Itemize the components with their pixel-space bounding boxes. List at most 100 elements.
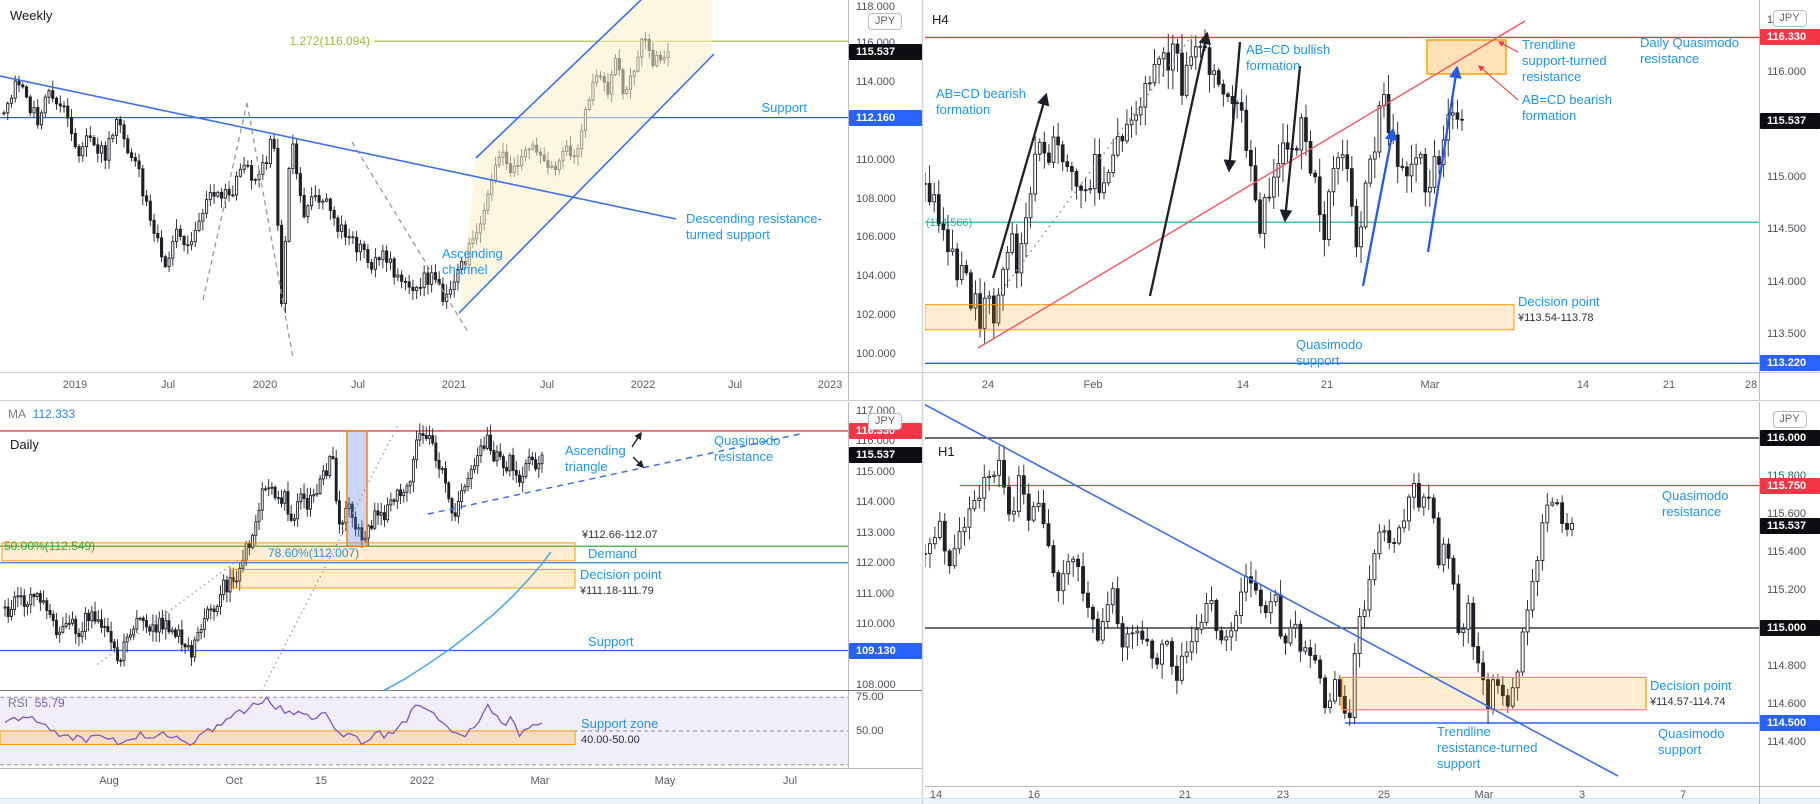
price-badge-red: 116.330 xyxy=(1760,29,1820,46)
price-badge-blue: 109.130 xyxy=(849,642,922,659)
price-badge-blue: 112.160 xyxy=(849,109,922,126)
x-tick: 2022 xyxy=(409,775,435,787)
x-tick: 21 xyxy=(1320,379,1334,391)
y-tick: 108.000 xyxy=(856,679,896,691)
price-badge-current: 115.537 xyxy=(1760,517,1820,534)
weekly-timeframe-title: Weekly xyxy=(10,8,53,23)
weekly-chart-area[interactable] xyxy=(0,0,848,372)
daily-time-axis[interactable]: Aug Oct 15 2022 Mar May Jul xyxy=(0,768,848,798)
h1-price-axis[interactable]: 115.800 115.600 115.400 115.200 114.800 114.6… xyxy=(1759,402,1820,804)
price-badge-black: 115.000 xyxy=(1760,620,1820,636)
h4-daily-quasimodo-label[interactable]: Daily Quasimodo resistance xyxy=(1640,35,1739,66)
x-tick: Mar xyxy=(1420,379,1440,391)
h4-abcd-bearish-right-label[interactable]: AB=CD bearish formation xyxy=(1522,92,1612,123)
h4-decision-point-label[interactable]: Decision point xyxy=(1518,294,1600,309)
daily-ascending-triangle-label[interactable]: Ascending triangle xyxy=(565,443,626,474)
y-tick: 115.200 xyxy=(1767,584,1806,596)
x-tick: Jul xyxy=(350,379,366,391)
price-badge-red: 115.750 xyxy=(1760,477,1820,494)
daily-fib-50-label[interactable]: 50.00%(112.549) xyxy=(4,539,96,553)
h4-price-axis[interactable]: 116.500116.000115.000114.500114.000113.5… xyxy=(1759,0,1820,400)
x-tick: May xyxy=(654,775,676,787)
weekly-fib-1272-label[interactable]: 1.272(116.094) xyxy=(289,34,370,48)
ma-legend-label: MA xyxy=(8,407,26,421)
currency-badge: JPY xyxy=(1772,411,1807,428)
daily-rsi-legend[interactable]: RSI 55.79 xyxy=(8,696,65,710)
y-tick: 115.400 xyxy=(1767,546,1806,558)
h4-trendline-resistance-label[interactable]: Trendline support-turned resistance xyxy=(1522,37,1607,84)
weekly-price-axis[interactable]: 118.000 116.000 114.000 110.000 108.000 106.0… xyxy=(848,0,922,400)
x-tick: 25 xyxy=(1377,789,1391,801)
y-tick: 108.000 xyxy=(856,192,896,205)
x-tick: Aug xyxy=(99,775,119,787)
x-tick: Jul xyxy=(782,775,798,787)
x-tick: 2022 xyxy=(630,379,656,391)
h1-chart-area[interactable] xyxy=(925,402,1759,786)
weekly-ascending-channel-label[interactable]: Ascending channel xyxy=(442,246,503,277)
x-tick: 15 xyxy=(314,775,328,787)
h4-timeframe-title: H4 xyxy=(932,12,949,27)
h1-timeframe-title: H1 xyxy=(938,444,955,459)
h4-candles xyxy=(925,29,1464,345)
y-tick: 115.600 xyxy=(1767,508,1806,520)
x-tick: 16 xyxy=(1027,789,1041,801)
daily-support-label[interactable]: Support xyxy=(588,634,634,649)
x-tick: 3 xyxy=(1578,789,1586,801)
daily-timeframe-title: Daily xyxy=(10,437,39,452)
daily-ma-legend[interactable]: MA 112.333 xyxy=(8,407,75,421)
x-tick: Mar xyxy=(530,775,550,787)
h1-quasimodo-support-label[interactable]: Quasimodo support xyxy=(1658,726,1725,757)
weekly-overlays xyxy=(0,0,848,359)
daily-demand-label[interactable]: Demand xyxy=(588,546,638,561)
y-tick: 114.400 xyxy=(1767,736,1806,748)
daily-decision-point-range: ¥111.18-111.79 xyxy=(580,585,654,597)
daily-candles xyxy=(3,423,544,667)
h4-decision-point-range: ¥113.54-113.78 xyxy=(1518,312,1594,324)
currency-badge: JPY xyxy=(867,413,903,430)
x-tick: Feb xyxy=(1083,379,1103,391)
x-tick: 24 xyxy=(981,379,995,391)
x-tick: 2020 xyxy=(252,379,278,391)
y-tick: 113.000 xyxy=(856,526,895,539)
x-tick: 28 xyxy=(1744,379,1758,391)
y-tick: 50.00 xyxy=(856,725,884,737)
daily-demand-range: ¥112.66-112.07 xyxy=(582,529,658,541)
x-tick: Jul xyxy=(539,379,555,391)
h4-time-axis[interactable]: 24 Feb 14 21 Mar 14 21 28 xyxy=(925,372,1759,400)
y-tick: 100.000 xyxy=(856,348,896,361)
y-tick: 114.000 xyxy=(856,496,895,508)
h4-abcd-bullish-label[interactable]: AB=CD bullish formation xyxy=(1246,42,1331,73)
y-tick: 110.000 xyxy=(856,153,895,166)
x-tick: Jul xyxy=(727,379,743,391)
h1-quasimodo-resistance-label[interactable]: Quasimodo resistance xyxy=(1662,488,1729,519)
x-tick: 7 xyxy=(1679,789,1687,801)
y-tick: 112.000 xyxy=(856,557,895,569)
x-tick: 2023 xyxy=(817,379,843,391)
x-tick: Jul xyxy=(160,379,176,391)
daily-fib-786-label[interactable]: 78.60%(112.007) xyxy=(268,546,360,560)
price-badge-blue: 113.220 xyxy=(1760,355,1820,372)
y-tick: 114.500 xyxy=(1767,223,1806,236)
price-badge-current: 115.537 xyxy=(849,44,922,60)
h1-decision-point-label[interactable]: Decision point xyxy=(1650,678,1732,693)
weekly-time-axis[interactable]: 2019 Jul 2020 Jul 2021 Jul 2022 Jul 2023 xyxy=(0,372,848,400)
y-tick: 114.000 xyxy=(856,75,895,88)
h1-trendline-support-label[interactable]: Trendline resistance-turned support xyxy=(1437,724,1538,771)
weekly-support-label[interactable]: Support xyxy=(761,100,807,115)
h4-quasimodo-support-label[interactable]: Quasimodo support xyxy=(1296,337,1363,368)
h4-abcd-bearish-left-label[interactable]: AB=CD bearish formation xyxy=(936,86,1026,117)
daily-decision-point-label[interactable]: Decision point xyxy=(580,567,662,582)
daily-price-axis[interactable]: 117.000 116.000 115.000 114.000 113.000 112.0… xyxy=(848,402,922,798)
daily-rsi-support-zone-label[interactable]: Support zone xyxy=(581,716,659,731)
x-tick: 23 xyxy=(1276,789,1290,801)
y-tick: 116.000 xyxy=(1767,66,1806,78)
y-tick: 118.000 xyxy=(856,1,895,13)
daily-quasimodo-resistance-label[interactable]: Quasimodo resistance xyxy=(714,433,781,464)
y-tick: 113.500 xyxy=(1767,328,1806,340)
h4-chart-area[interactable] xyxy=(925,0,1759,372)
h1-candles xyxy=(925,445,1574,726)
weekly-descending-support-label[interactable]: Descending resistance- turned support xyxy=(686,211,822,242)
h1-time-axis[interactable]: 14 16 21 23 25 Mar 3 7 xyxy=(925,786,1759,804)
